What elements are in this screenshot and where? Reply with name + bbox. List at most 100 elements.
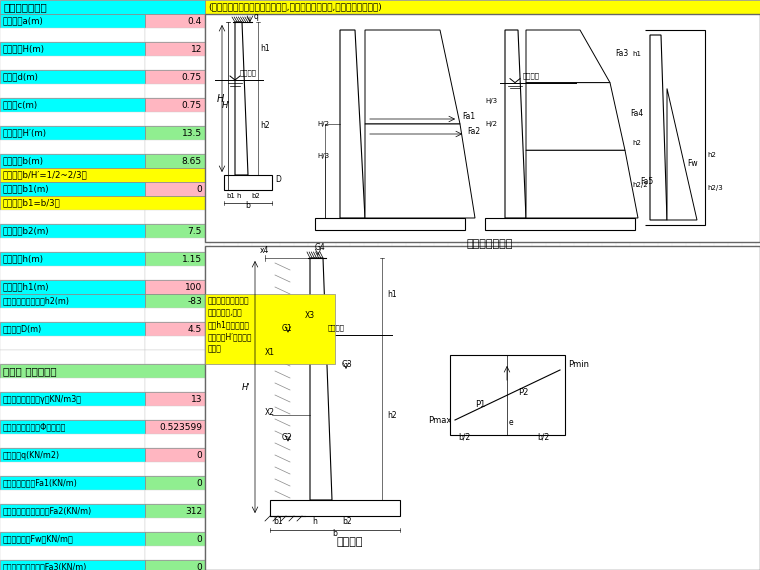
- Text: 地下水位至墙根距离h2(m): 地下水位至墙根距离h2(m): [3, 296, 70, 306]
- Text: 0.523599: 0.523599: [159, 422, 202, 431]
- Bar: [0, 42, 145, 56]
- Text: 墙踵宽度b2(m): 墙踵宽度b2(m): [3, 226, 49, 235]
- Bar: [0, 266, 145, 280]
- Bar: [205, 294, 335, 364]
- Text: P2: P2: [518, 388, 528, 397]
- Text: 0.75: 0.75: [182, 100, 202, 109]
- Polygon shape: [645, 30, 705, 225]
- Text: H': H': [222, 101, 230, 111]
- Bar: [0, 0, 205, 14]
- Text: b2: b2: [251, 193, 260, 199]
- Bar: [145, 322, 205, 336]
- Text: h2/2: h2/2: [632, 182, 648, 188]
- Bar: [0, 140, 145, 154]
- Polygon shape: [315, 218, 465, 230]
- Bar: [145, 518, 205, 532]
- Bar: [145, 266, 205, 280]
- Bar: [0, 14, 145, 28]
- Bar: [0, 280, 145, 294]
- Text: 100: 100: [185, 283, 202, 291]
- Bar: [145, 392, 205, 406]
- Polygon shape: [526, 83, 625, 150]
- Bar: [0, 406, 145, 420]
- Text: H/2: H/2: [485, 121, 497, 127]
- Text: 水位h1可给出大于: 水位h1可给出大于: [208, 320, 250, 329]
- Text: (说明：粉红色单元格需自填数据,浅绿色为计算数据,黄色为说明性文字): (说明：粉红色单元格需自填数据,浅绿色为计算数据,黄色为说明性文字): [208, 2, 382, 11]
- Bar: [205, 0, 760, 14]
- Bar: [145, 308, 205, 322]
- Bar: [145, 434, 205, 448]
- Bar: [145, 546, 205, 560]
- Text: h1: h1: [260, 44, 270, 53]
- Text: 0: 0: [196, 185, 202, 193]
- Bar: [145, 56, 205, 70]
- Text: 地面堆载侧压力Fa1(KN/m): 地面堆载侧压力Fa1(KN/m): [3, 478, 78, 487]
- Polygon shape: [505, 30, 526, 218]
- Bar: [145, 210, 205, 224]
- Text: 12: 12: [191, 44, 202, 54]
- Text: h2: h2: [632, 140, 641, 146]
- Text: 地下水位: 地下水位: [240, 69, 257, 76]
- Bar: [0, 518, 145, 532]
- Text: 底板高d(m): 底板高d(m): [3, 72, 39, 82]
- Text: D: D: [275, 176, 281, 185]
- Text: b/2: b/2: [458, 433, 470, 442]
- Text: H': H': [242, 382, 251, 392]
- Bar: [0, 98, 145, 112]
- Text: （一般取b/H′=1/2~2/3）: （一般取b/H′=1/2~2/3）: [3, 170, 87, 180]
- Bar: [0, 350, 145, 364]
- Bar: [0, 154, 145, 168]
- Bar: [0, 308, 145, 322]
- Bar: [0, 56, 145, 70]
- Text: h2/3: h2/3: [707, 185, 723, 191]
- Bar: [145, 336, 205, 350]
- Bar: [0, 546, 145, 560]
- Text: b1: b1: [226, 193, 235, 199]
- Text: X1: X1: [265, 348, 275, 357]
- Bar: [0, 210, 145, 224]
- Polygon shape: [310, 258, 332, 500]
- Bar: [0, 28, 145, 42]
- Bar: [145, 252, 205, 266]
- Text: 312: 312: [185, 507, 202, 515]
- Bar: [0, 238, 145, 252]
- Polygon shape: [526, 30, 610, 83]
- Bar: [145, 378, 205, 392]
- Bar: [0, 70, 145, 84]
- Polygon shape: [224, 175, 272, 190]
- Text: P1: P1: [475, 400, 486, 409]
- Bar: [145, 280, 205, 294]
- Bar: [145, 294, 205, 308]
- Text: Fa2: Fa2: [467, 127, 480, 136]
- Polygon shape: [365, 30, 460, 124]
- Text: X2: X2: [265, 408, 275, 417]
- Bar: [145, 462, 205, 476]
- Bar: [145, 532, 205, 546]
- Bar: [145, 420, 205, 434]
- Bar: [0, 462, 145, 476]
- Bar: [145, 448, 205, 462]
- Text: 无地下水时,地下: 无地下水时,地下: [208, 308, 242, 317]
- Polygon shape: [485, 218, 635, 230]
- Text: （二） 确定侧压力: （二） 确定侧压力: [3, 366, 57, 376]
- Text: （一般取b1=b/3）: （一般取b1=b/3）: [3, 198, 61, 207]
- Bar: [0, 504, 145, 518]
- Text: 挡墙侧压力计算: 挡墙侧压力计算: [467, 239, 513, 249]
- Text: 0: 0: [196, 450, 202, 459]
- Text: Fw: Fw: [687, 160, 698, 169]
- Text: 地下水位: 地下水位: [523, 72, 540, 79]
- Text: 地下水侧压力Fw（KN/m）: 地下水侧压力Fw（KN/m）: [3, 535, 74, 544]
- Bar: [0, 490, 145, 504]
- Text: 7.5: 7.5: [188, 226, 202, 235]
- Bar: [145, 42, 205, 56]
- Bar: [145, 140, 205, 154]
- Text: 1.15: 1.15: [182, 254, 202, 263]
- Bar: [0, 420, 145, 434]
- Text: 地下水位以上土侧压Fa3(KN/m): 地下水位以上土侧压Fa3(KN/m): [3, 563, 87, 570]
- Bar: [145, 14, 205, 28]
- Bar: [145, 406, 205, 420]
- Text: Fa1: Fa1: [462, 112, 475, 121]
- Text: 0: 0: [196, 563, 202, 570]
- Bar: [145, 476, 205, 490]
- Text: 0.4: 0.4: [188, 17, 202, 26]
